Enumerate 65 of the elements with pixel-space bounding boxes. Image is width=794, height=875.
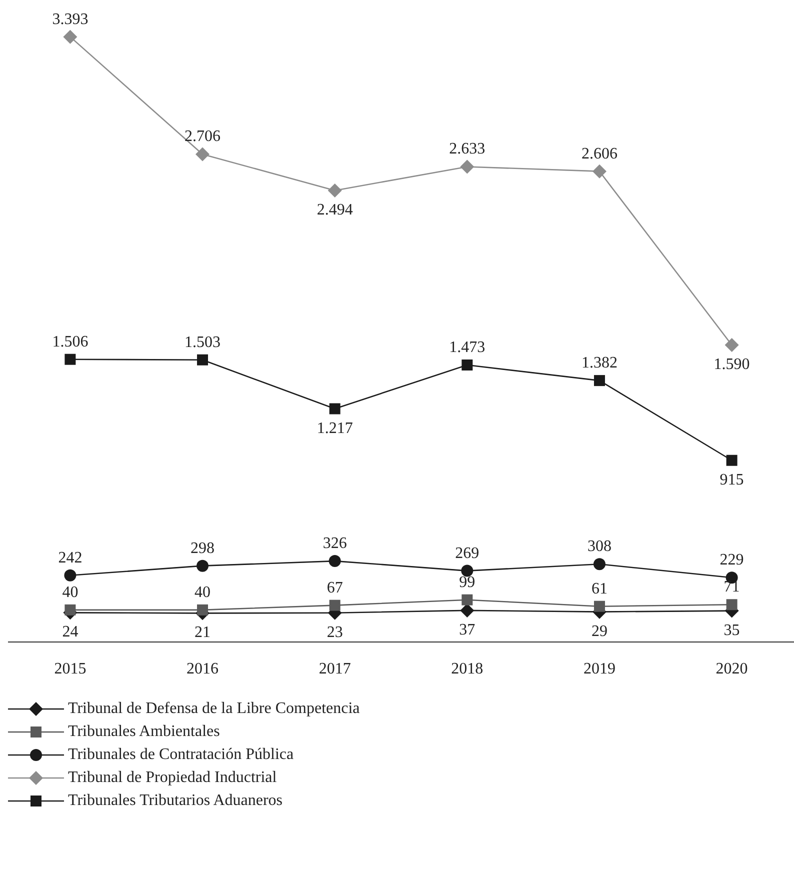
data-label: 2.633 [449, 140, 486, 158]
point [196, 560, 209, 572]
x-tick-label: 2020 [716, 660, 748, 678]
x-tick-label: 2015 [54, 660, 86, 678]
data-label: 99 [459, 574, 476, 591]
data-label: 35 [724, 622, 740, 639]
data-label: 1.473 [449, 338, 486, 356]
point [593, 558, 606, 570]
point [726, 599, 738, 610]
data-label: 29 [591, 622, 608, 640]
point [462, 359, 473, 370]
point [460, 160, 474, 174]
point [64, 569, 76, 582]
point [594, 375, 605, 386]
data-label: 3.393 [52, 10, 88, 28]
data-label: 21 [194, 624, 211, 642]
point [196, 147, 210, 162]
data-label: 326 [322, 535, 347, 552]
point [64, 354, 76, 365]
data-label: 242 [58, 549, 82, 566]
point [594, 600, 605, 612]
point [460, 603, 474, 618]
legend-label: Tribunales de Contratación Pública [68, 746, 294, 764]
data-label: 1.503 [184, 334, 221, 351]
data-label: 2.606 [581, 145, 618, 162]
data-label: 269 [455, 544, 480, 562]
point [724, 338, 739, 352]
data-label: 298 [190, 540, 215, 557]
point [592, 164, 606, 178]
data-label: 61 [591, 580, 608, 598]
data-label: 1.506 [52, 333, 88, 350]
legend-label: Tribunal de Propiedad Inductrial [68, 769, 277, 787]
point [64, 604, 76, 616]
point [63, 30, 78, 44]
data-label: 1.590 [714, 356, 750, 373]
data-label: 915 [720, 471, 744, 488]
point [197, 604, 208, 616]
data-label: 40 [194, 584, 211, 601]
data-label: 37 [459, 621, 476, 638]
x-tick-label: 2017 [318, 660, 351, 678]
point [197, 354, 208, 366]
x-tick-label: 2016 [186, 660, 219, 678]
data-label: 1.217 [316, 420, 353, 437]
data-label: 2.494 [316, 201, 353, 218]
data-label: 2.706 [184, 128, 221, 146]
data-label: 24 [62, 624, 78, 641]
point [329, 600, 340, 611]
legend-label: Tribunal de Defensa de la Libre Competencia [68, 700, 360, 718]
x-tick-label: 2019 [583, 660, 616, 678]
data-label: 308 [587, 538, 612, 556]
data-label: 229 [720, 552, 744, 569]
x-tick-label: 2018 [451, 660, 484, 678]
data-label: 40 [62, 584, 78, 601]
point [462, 594, 473, 606]
legend-label: Tribunales Tributarios Aduaneros [68, 792, 283, 810]
point [328, 555, 341, 568]
data-label: 71 [724, 578, 740, 596]
point [329, 403, 340, 414]
point [328, 183, 342, 198]
point [726, 454, 738, 466]
legend-label: Tribunales Ambientales [68, 723, 220, 741]
data-label: 23 [326, 624, 343, 641]
point [461, 564, 474, 577]
data-label: 1.382 [581, 354, 618, 372]
data-label: 67 [326, 579, 343, 596]
